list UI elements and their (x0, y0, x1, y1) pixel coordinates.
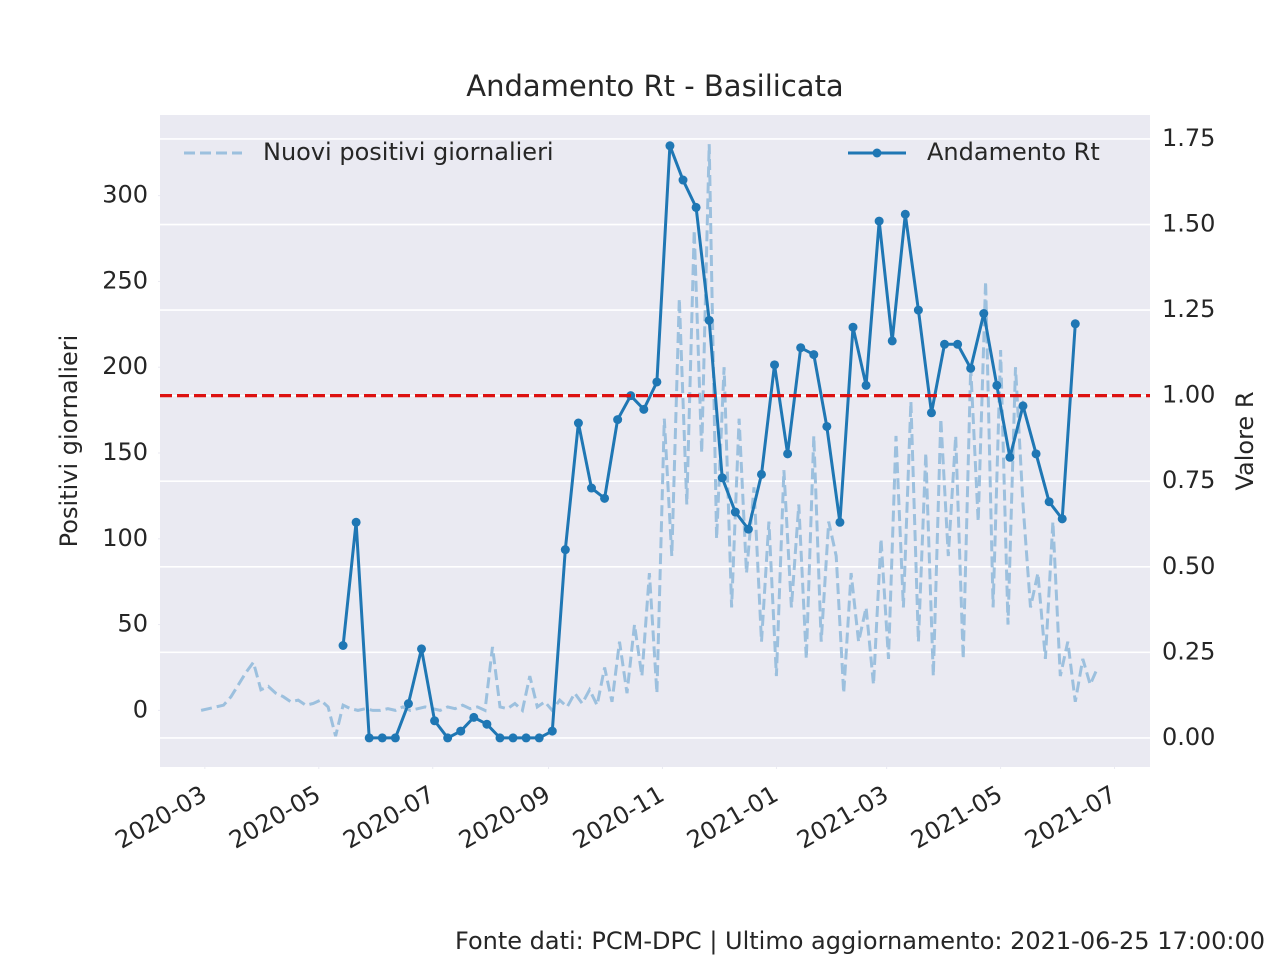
marker (534, 733, 544, 743)
x-tick-label: 2020-05 (224, 780, 325, 854)
marker (547, 726, 557, 736)
marker (495, 733, 505, 743)
y-tick-label: 50 (117, 610, 148, 638)
marker (586, 483, 596, 493)
marker (848, 322, 858, 332)
marker (913, 305, 923, 315)
x-tick-label: 2021-03 (792, 780, 893, 854)
marker (796, 343, 806, 353)
marker (443, 733, 453, 743)
marker (770, 360, 780, 370)
marker (1057, 514, 1067, 524)
marker (717, 473, 727, 483)
marker (521, 733, 531, 743)
marker (783, 449, 793, 459)
y-tick-label: 200 (102, 352, 148, 380)
y2-tick-label: 0.00 (1162, 723, 1215, 751)
marker (1044, 497, 1054, 507)
marker (403, 699, 413, 709)
marker (482, 719, 492, 729)
marker (600, 493, 610, 503)
marker (338, 640, 348, 650)
marker (979, 309, 989, 319)
marker (652, 377, 662, 387)
y-tick-label: 250 (102, 266, 148, 294)
marker (887, 336, 897, 346)
y-axis-label: Positivi giornalieri (55, 335, 83, 548)
x-tick-label: 2020-03 (110, 780, 211, 854)
marker (743, 524, 753, 534)
x-tick-label: 2020-09 (454, 780, 555, 854)
marker (573, 418, 583, 428)
marker (900, 209, 910, 219)
marker (1031, 449, 1041, 459)
marker (430, 716, 440, 726)
chart-title: Andamento Rt - Basilicata (466, 69, 843, 103)
y2-tick-label: 0.50 (1162, 552, 1215, 580)
marker (940, 339, 950, 349)
y-tick-label: 300 (102, 181, 148, 209)
marker (992, 380, 1002, 390)
marker (613, 415, 623, 425)
marker (364, 733, 374, 743)
marker (560, 545, 570, 555)
x-tick-label: 2020-11 (568, 780, 669, 854)
marker (351, 517, 361, 527)
marker (835, 517, 845, 527)
legend-marker (872, 148, 882, 158)
marker (390, 733, 400, 743)
x-tick-label: 2021-01 (682, 780, 783, 854)
plot-area (160, 115, 1150, 767)
marker (469, 712, 479, 722)
legend-label: Andamento Rt (927, 138, 1100, 166)
y2-tick-label: 1.50 (1162, 210, 1215, 238)
marker (456, 726, 466, 736)
source-note: Fonte dati: PCM-DPC | Ultimo aggiornamen… (455, 927, 1265, 955)
marker (822, 421, 832, 431)
series-line (200, 144, 1100, 737)
y2-tick-label: 1.75 (1162, 124, 1215, 152)
x-tick-label: 2021-07 (1020, 780, 1121, 854)
marker (508, 733, 518, 743)
y2-tick-label: 0.75 (1162, 466, 1215, 494)
marker (665, 141, 675, 151)
y2-tick-label: 1.00 (1162, 381, 1215, 409)
y-tick-label: 100 (102, 524, 148, 552)
marker (809, 350, 819, 360)
marker (756, 469, 766, 479)
marker (966, 363, 976, 373)
y-tick-label: 0 (133, 695, 148, 723)
marker (874, 216, 884, 226)
marker (704, 315, 714, 325)
marker (377, 733, 387, 743)
legend-label: Nuovi positivi giornalieri (263, 138, 554, 166)
y2-tick-label: 1.25 (1162, 295, 1215, 323)
marker (953, 339, 963, 349)
marker (926, 408, 936, 418)
y-tick-label: 150 (102, 438, 148, 466)
marker (691, 202, 701, 212)
x-tick-label: 2020-07 (338, 780, 439, 854)
marker (417, 644, 427, 654)
marker (1070, 319, 1080, 329)
x-tick-label: 2021-05 (906, 780, 1007, 854)
marker (678, 175, 688, 185)
marker (1018, 401, 1028, 411)
y2-axis-label: Valore R (1231, 391, 1259, 490)
y2-tick-label: 0.25 (1162, 637, 1215, 665)
marker (730, 507, 740, 517)
marker (861, 380, 871, 390)
marker (639, 404, 649, 414)
marker (1005, 452, 1015, 462)
